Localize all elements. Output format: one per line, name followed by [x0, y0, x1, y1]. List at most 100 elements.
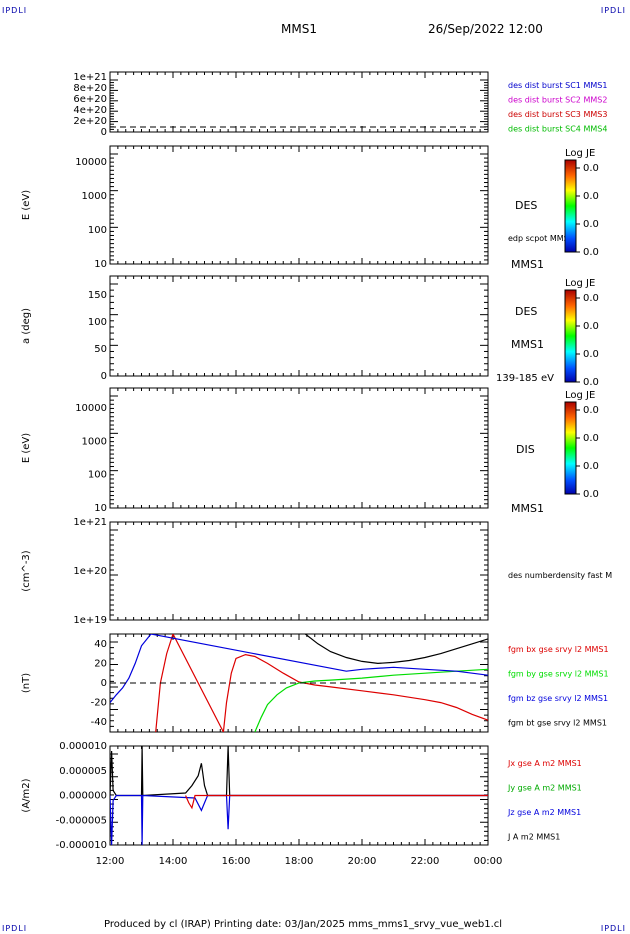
panel-current-legend-entry: Jy gse A m2 MMS1: [507, 784, 582, 793]
panel-dist-ytick-label: 4e+20: [73, 105, 107, 116]
spacecraft-title: MMS1: [281, 22, 317, 36]
panel-bfield-ylabel: (nT): [21, 673, 32, 693]
panel-des-energy-ylabel: E (eV): [21, 190, 32, 220]
panel-dist-ytick-label: 1e+21: [73, 72, 107, 83]
panel-current-xtick-label: 14:00: [159, 856, 188, 867]
panel-current-ytick-label: 0.000005: [59, 766, 107, 777]
panel-bfield-ytick-label: 40: [94, 639, 107, 650]
panel-current-series-line: [185, 794, 488, 810]
panel-density-ytick-label: 1e+19: [73, 615, 107, 626]
panel-current-xtick-label: 22:00: [411, 856, 440, 867]
panel-current-legend-entry: Jx gse A m2 MMS1: [507, 759, 582, 768]
panel-density-ylabel: (cm^-3): [21, 550, 32, 591]
panel-dis-energy-ytick-label: 10000: [75, 403, 107, 414]
panel-des-pitch-ytick-label: 150: [88, 290, 107, 301]
panel-des-energy-ytick-label: 10000: [75, 157, 107, 168]
panel-current-xtick-label: 12:00: [96, 856, 125, 867]
panel-bfield-ytick-label: -40: [91, 717, 107, 728]
panel-current-ytick-label: -0.000010: [56, 840, 107, 851]
panel-des-pitch-colorbar: [564, 289, 577, 383]
panel-des-pitch-colorbar-value: 0.0: [583, 321, 599, 332]
panel-dis-energy-ytick-label: 100: [88, 470, 107, 481]
panel-bfield-ytick-label: 20: [94, 658, 107, 669]
panel-des-energy-colorbar-value: 0.0: [583, 219, 599, 230]
panel-des-energy-frame: [109, 145, 489, 265]
panel-des-energy-colorbar: [564, 159, 577, 253]
panel-density-ytick-label: 1e+20: [73, 566, 107, 577]
panel-des-pitch-label: MMS1: [511, 338, 544, 351]
corner-label-top-left: IPDLI: [2, 6, 28, 15]
panel-current-xtick-label: 00:00: [474, 856, 503, 867]
panel-dist-ytick-label: 2e+20: [73, 116, 107, 127]
panel-des-pitch-ytick-label: 0: [101, 371, 107, 382]
panel-des-pitch-ytick-label: 100: [88, 317, 107, 328]
panel-des-energy-colorbar-title: Log JE: [565, 148, 595, 159]
panel-des-pitch-label: 139-185 eV: [496, 373, 554, 384]
panel-dis-energy-colorbar-value: 0.0: [583, 405, 599, 416]
panel-des-pitch-colorbar-value: 0.0: [583, 293, 599, 304]
panel-bfield-series-line: [304, 634, 488, 665]
panel-current-ytick-label: 0.000010: [59, 741, 107, 752]
panel-dis-energy-colorbar-value: 0.0: [583, 461, 599, 472]
panel-dist-legend-entry: des dist burst SC1 MMS1: [508, 81, 607, 90]
panel-des-energy-ytick-label: 1000: [82, 191, 107, 202]
panel-des-pitch-colorbar-value: 0.0: [583, 349, 599, 360]
panel-dis-energy-colorbar-title: Log JE: [565, 390, 595, 401]
panel-bfield-series-line: [254, 668, 488, 732]
panel-density-frame: [109, 521, 489, 621]
panel-des-pitch-frame: [109, 275, 489, 377]
panel-bfield-ytick-label: -20: [91, 698, 107, 709]
panel-des-energy-colorbar-value: 0.0: [583, 191, 599, 202]
panel-dist-frame: [109, 71, 489, 133]
panel-dist-ytick-label: 6e+20: [73, 94, 107, 105]
panel-des-energy-label: DES: [515, 199, 537, 212]
panel-dist-legend-entry: des dist burst SC3 MMS3: [508, 110, 607, 119]
corner-label-bottom-right: IPDLI: [600, 924, 626, 933]
panel-density-ytick-label: 1e+21: [73, 517, 107, 528]
panel-des-pitch-colorbar-value: 0.0: [583, 377, 599, 388]
panel-dist-ytick-label: 8e+20: [73, 83, 107, 94]
panel-des-energy-colorbar-value: 0.0: [583, 163, 599, 174]
panel-dis-energy-ylabel: E (eV): [21, 433, 32, 463]
panel-dis-energy-colorbar-value: 0.0: [583, 489, 599, 500]
panel-dis-energy-label: MMS1: [511, 502, 544, 515]
panel-des-energy-ytick-label: 100: [88, 225, 107, 236]
panel-density-legend-entry: des numberdensity fast M: [508, 571, 612, 580]
panel-current-xtick-label: 20:00: [348, 856, 377, 867]
panel-dist-ytick-label: 0: [101, 127, 107, 138]
corner-label-bottom-left: IPDLI: [2, 924, 28, 933]
panel-des-energy-colorbar-value: 0.0: [583, 247, 599, 258]
panel-dis-energy-ytick-label: 1000: [82, 436, 107, 447]
panel-dist-legend-entry: des dist burst SC4 MMS4: [508, 125, 607, 134]
panel-dist-legend-entry: des dist burst SC2 MMS2: [508, 96, 607, 105]
panel-des-energy-label: edp scpot MMS1: [508, 234, 574, 243]
panel-des-energy-label: MMS1: [511, 258, 544, 271]
panel-des-energy-ytick-label: 10: [94, 259, 107, 270]
panel-current-xtick-label: 16:00: [222, 856, 251, 867]
panel-dis-energy-colorbar-value: 0.0: [583, 433, 599, 444]
panel-current-legend-entry: Jz gse A m2 MMS1: [507, 808, 581, 817]
panel-current-ytick-label: -0.000005: [56, 815, 107, 826]
panel-dis-energy-label: DIS: [516, 443, 535, 456]
panel-current-xtick-label: 18:00: [285, 856, 314, 867]
panel-des-pitch-ylabel: a (deg): [21, 308, 32, 344]
panel-dis-energy-colorbar: [564, 401, 577, 495]
panel-dis-energy-ytick-label: 10: [94, 503, 107, 514]
panel-current-ylabel: (A/m2): [21, 778, 32, 812]
corner-label-top-right: IPDLI: [600, 6, 626, 15]
footer-credit: Produced by cl (IRAP) Printing date: 03/…: [104, 919, 503, 930]
panel-bfield-series-line: [155, 634, 488, 732]
panel-current-series-line: [110, 794, 488, 845]
panel-dis-energy-frame: [109, 387, 489, 509]
panel-bfield-series-line: [110, 634, 488, 703]
panel-bfield-ytick-label: 0: [101, 678, 107, 689]
datetime-title: 26/Sep/2022 12:00: [428, 22, 543, 36]
panel-des-pitch-colorbar-title: Log JE: [565, 278, 595, 289]
panel-bfield-legend-entry: fgm by gse srvy l2 MMS1: [508, 670, 609, 679]
panel-current-legend-entry: J A m2 MMS1: [507, 833, 560, 842]
panel-bfield-legend-entry: fgm bz gse srvy l2 MMS1: [508, 694, 608, 703]
panel-current-ytick-label: 0.000000: [59, 791, 107, 802]
panel-des-pitch-label: DES: [515, 305, 537, 318]
panel-bfield-legend-entry: fgm bt gse srvy l2 MMS1: [508, 719, 607, 728]
